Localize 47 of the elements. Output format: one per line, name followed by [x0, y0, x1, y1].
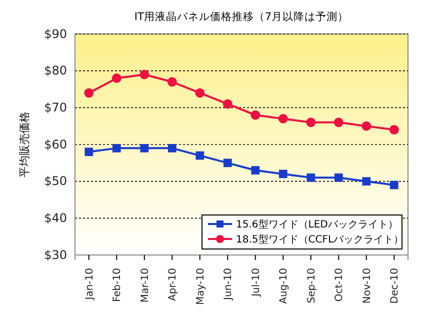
- x-tick-label: Apr-10: [168, 268, 179, 301]
- y-tick-label: $40: [44, 211, 67, 226]
- y-tick-label: $50: [44, 174, 67, 188]
- x-tick-label: Nov-10: [362, 268, 373, 304]
- y-tick-label: $30: [44, 248, 67, 262]
- x-tick-label: Aug-10: [278, 268, 290, 304]
- legend-label: 18.5型ワイド（CCFLバックライト）: [236, 234, 404, 246]
- x-tick-label: Feb-10: [112, 268, 124, 302]
- point: [140, 70, 150, 80]
- x-tick-label: Oct-10: [334, 268, 346, 302]
- x-tick-label: Jan-10: [84, 268, 96, 301]
- point: [389, 125, 399, 134]
- legend-label: 15.6型ワイド（LEDバックライト）: [236, 218, 398, 230]
- point: [196, 151, 204, 160]
- x-tick-label: Mar-10: [140, 268, 151, 303]
- point: [168, 144, 176, 152]
- y-axis-title: 平均販売価格: [18, 112, 31, 178]
- point: [84, 148, 94, 156]
- point: [84, 88, 94, 98]
- point: [362, 121, 372, 131]
- y-tick-label: $80: [44, 64, 67, 78]
- point: [222, 99, 232, 109]
- point: [278, 170, 288, 178]
- x-tick-label: Sep-10: [306, 268, 318, 304]
- y-tick-label: $90: [44, 26, 67, 41]
- x-tick-label: May-10: [195, 268, 206, 305]
- chart-title: IT用液晶パネル価格推移（7月以降は予測）: [134, 10, 349, 23]
- point: [362, 177, 371, 186]
- point: [140, 144, 149, 152]
- y-tick-label: $70: [44, 100, 67, 115]
- point: [250, 110, 260, 120]
- x-tick-label: Jun-10: [223, 268, 234, 301]
- y-tick-label: $60: [44, 137, 67, 152]
- point: [112, 73, 122, 83]
- point: [390, 180, 398, 190]
- point: [306, 118, 316, 128]
- point: [223, 158, 232, 168]
- point: [195, 88, 205, 98]
- point: [278, 114, 288, 124]
- point: [334, 173, 343, 182]
- point: [251, 166, 260, 174]
- point: [334, 118, 344, 128]
- point: [167, 77, 177, 87]
- x-tick-label: Dec-10: [390, 268, 401, 304]
- point: [306, 173, 316, 182]
- x-tick-label: Jul-10: [250, 268, 262, 298]
- point: [112, 144, 121, 152]
